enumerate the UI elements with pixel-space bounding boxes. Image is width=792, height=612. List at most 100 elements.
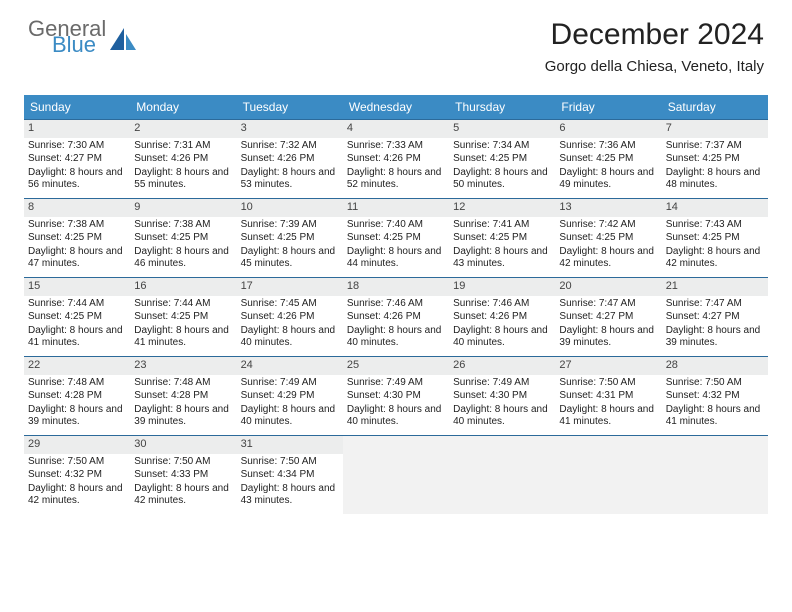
day-number: 8 — [24, 199, 130, 217]
sunset-text: Sunset: 4:26 PM — [241, 311, 339, 324]
logo: General Blue — [28, 18, 136, 56]
day-cell: 12 Sunrise: 7:41 AMSunset: 4:25 PMDayligh… — [449, 199, 555, 277]
day-number: 4 — [343, 120, 449, 138]
sunrise-text: Sunrise: 7:48 AM — [134, 377, 232, 390]
sunset-text: Sunset: 4:26 PM — [134, 153, 232, 166]
sunrise-text: Sunrise: 7:47 AM — [666, 298, 764, 311]
day-number: 25 — [343, 357, 449, 375]
sunrise-text: Sunrise: 7:34 AM — [453, 140, 551, 153]
day-cell: 2Sunrise: 7:31 AMSunset: 4:26 PMDaylight… — [130, 120, 236, 198]
daylight-text: Daylight: 8 hours and 40 minutes. — [453, 404, 551, 429]
sunset-text: Sunset: 4:25 PM — [559, 232, 657, 245]
sunrise-text: Sunrise: 7:41 AM — [453, 219, 551, 232]
sunrise-text: Sunrise: 7:44 AM — [28, 298, 126, 311]
day-cell: 25Sunrise: 7:49 AMSunset: 4:30 PMDayligh… — [343, 357, 449, 435]
daylight-text: Daylight: 8 hours and 47 minutes. — [28, 246, 126, 271]
calendar: Sunday Monday Tuesday Wednesday Thursday… — [24, 95, 768, 514]
sunset-text: Sunset: 4:31 PM — [559, 390, 657, 403]
sunrise-text: Sunrise: 7:37 AM — [666, 140, 764, 153]
sunset-text: Sunset: 4:29 PM — [241, 390, 339, 403]
daylight-text: Daylight: 8 hours and 42 minutes. — [666, 246, 764, 271]
daylight-text: Daylight: 8 hours and 46 minutes. — [134, 246, 232, 271]
day-number: 23 — [130, 357, 236, 375]
daylight-text: Daylight: 8 hours and 39 minutes. — [559, 325, 657, 350]
daylight-text: Daylight: 8 hours and 43 minutes. — [241, 483, 339, 508]
sunrise-text: Sunrise: 7:32 AM — [241, 140, 339, 153]
dayhead-wednesday: Wednesday — [343, 95, 449, 119]
daylight-text: Daylight: 8 hours and 50 minutes. — [453, 167, 551, 192]
sunset-text: Sunset: 4:27 PM — [559, 311, 657, 324]
sunrise-text: Sunrise: 7:50 AM — [666, 377, 764, 390]
day-number: 18 — [343, 278, 449, 296]
day-number: 5 — [449, 120, 555, 138]
sunrise-text: Sunrise: 7:42 AM — [559, 219, 657, 232]
day-number: 12 — [449, 199, 555, 217]
sunrise-text: Sunrise: 7:31 AM — [134, 140, 232, 153]
sunrise-text: Sunrise: 7:50 AM — [559, 377, 657, 390]
day-cell: 4Sunrise: 7:33 AMSunset: 4:26 PMDaylight… — [343, 120, 449, 198]
sunrise-text: Sunrise: 7:30 AM — [28, 140, 126, 153]
sunset-text: Sunset: 4:25 PM — [241, 232, 339, 245]
day-cell: 3Sunrise: 7:32 AMSunset: 4:26 PMDaylight… — [237, 120, 343, 198]
title-block: December 2024 Gorgo della Chiesa, Veneto… — [545, 18, 764, 75]
sunset-text: Sunset: 4:26 PM — [241, 153, 339, 166]
day-cell: 7Sunrise: 7:37 AMSunset: 4:25 PMDaylight… — [662, 120, 768, 198]
sunrise-text: Sunrise: 7:40 AM — [347, 219, 445, 232]
day-cell: 19Sunrise: 7:46 AMSunset: 4:26 PMDayligh… — [449, 278, 555, 356]
sunset-text: Sunset: 4:28 PM — [28, 390, 126, 403]
day-cell — [555, 436, 661, 514]
daylight-text: Daylight: 8 hours and 40 minutes. — [347, 404, 445, 429]
day-cell: 1Sunrise: 7:30 AMSunset: 4:27 PMDaylight… — [24, 120, 130, 198]
day-number: 3 — [237, 120, 343, 138]
daylight-text: Daylight: 8 hours and 55 minutes. — [134, 167, 232, 192]
daylight-text: Daylight: 8 hours and 39 minutes. — [28, 404, 126, 429]
daylight-text: Daylight: 8 hours and 43 minutes. — [453, 246, 551, 271]
day-number: 31 — [237, 436, 343, 454]
sunrise-text: Sunrise: 7:46 AM — [347, 298, 445, 311]
sunset-text: Sunset: 4:25 PM — [453, 153, 551, 166]
month-title: December 2024 — [545, 18, 764, 52]
daylight-text: Daylight: 8 hours and 40 minutes. — [453, 325, 551, 350]
day-number: 6 — [555, 120, 661, 138]
day-number: 26 — [449, 357, 555, 375]
weeks-container: 1Sunrise: 7:30 AMSunset: 4:27 PMDaylight… — [24, 119, 768, 514]
sunrise-text: Sunrise: 7:48 AM — [28, 377, 126, 390]
sunset-text: Sunset: 4:25 PM — [666, 153, 764, 166]
day-cell: 6Sunrise: 7:36 AMSunset: 4:25 PMDaylight… — [555, 120, 661, 198]
day-cell: 10Sunrise: 7:39 AMSunset: 4:25 PMDayligh… — [237, 199, 343, 277]
sunrise-text: Sunrise: 7:49 AM — [241, 377, 339, 390]
sunset-text: Sunset: 4:27 PM — [666, 311, 764, 324]
daylight-text: Daylight: 8 hours and 56 minutes. — [28, 167, 126, 192]
sunrise-text: Sunrise: 7:33 AM — [347, 140, 445, 153]
daylight-text: Daylight: 8 hours and 40 minutes. — [347, 325, 445, 350]
sunset-text: Sunset: 4:26 PM — [347, 311, 445, 324]
day-cell: 22Sunrise: 7:48 AMSunset: 4:28 PMDayligh… — [24, 357, 130, 435]
sunset-text: Sunset: 4:25 PM — [453, 232, 551, 245]
day-number: 13 — [555, 199, 661, 217]
week-row: 15Sunrise: 7:44 AMSunset: 4:25 PMDayligh… — [24, 277, 768, 356]
day-number: 1 — [24, 120, 130, 138]
day-number: 20 — [555, 278, 661, 296]
day-header-row: Sunday Monday Tuesday Wednesday Thursday… — [24, 95, 768, 119]
daylight-text: Daylight: 8 hours and 44 minutes. — [347, 246, 445, 271]
day-cell: 30Sunrise: 7:50 AMSunset: 4:33 PMDayligh… — [130, 436, 236, 514]
daylight-text: Daylight: 8 hours and 39 minutes. — [666, 325, 764, 350]
dayhead-sunday: Sunday — [24, 95, 130, 119]
dayhead-friday: Friday — [555, 95, 661, 119]
sunset-text: Sunset: 4:32 PM — [666, 390, 764, 403]
day-number: 14 — [662, 199, 768, 217]
sunrise-text: Sunrise: 7:50 AM — [241, 456, 339, 469]
day-number: 29 — [24, 436, 130, 454]
daylight-text: Daylight: 8 hours and 42 minutes. — [134, 483, 232, 508]
day-cell: 9Sunrise: 7:38 AMSunset: 4:25 PMDaylight… — [130, 199, 236, 277]
day-cell: 11Sunrise: 7:40 AMSunset: 4:25 PMDayligh… — [343, 199, 449, 277]
daylight-text: Daylight: 8 hours and 42 minutes. — [559, 246, 657, 271]
daylight-text: Daylight: 8 hours and 49 minutes. — [559, 167, 657, 192]
day-cell: 14Sunrise: 7:43 AMSunset: 4:25 PMDayligh… — [662, 199, 768, 277]
logo-sail-icon — [110, 28, 136, 50]
sunrise-text: Sunrise: 7:46 AM — [453, 298, 551, 311]
sunrise-text: Sunrise: 7:50 AM — [28, 456, 126, 469]
day-number: 21 — [662, 278, 768, 296]
dayhead-monday: Monday — [130, 95, 236, 119]
day-cell: 17Sunrise: 7:45 AMSunset: 4:26 PMDayligh… — [237, 278, 343, 356]
